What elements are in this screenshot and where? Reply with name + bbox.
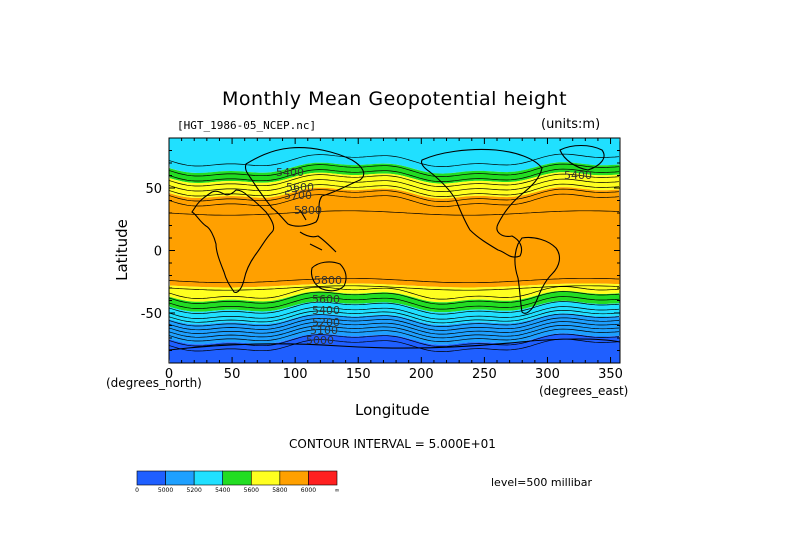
- colorbar-tick-label: 5200: [187, 487, 202, 494]
- contour-interval-label: CONTOUR INTERVAL = 5.000E+01: [289, 437, 496, 451]
- colorbar-swatch: [165, 470, 195, 486]
- contour-line: [169, 321, 620, 335]
- contour-line: [169, 163, 620, 177]
- contour-labels: 5400560057005800580056005400520051005000…: [276, 166, 592, 347]
- contour-label: 5700: [284, 189, 312, 202]
- field-band: [169, 290, 620, 313]
- colorbar-tick-label: 5000: [158, 487, 173, 494]
- contour-line: [169, 338, 620, 352]
- colorbar-tick-label: 5800: [272, 487, 287, 494]
- contour-line: [169, 168, 620, 182]
- x-tick-label: 50: [224, 367, 241, 382]
- contour-line: [169, 328, 620, 342]
- contour-line: [169, 173, 620, 187]
- y-units-label: (degrees_north): [106, 376, 202, 390]
- x-tick-label: 150: [346, 367, 371, 382]
- colorbar-swatch: [308, 470, 338, 486]
- x-tick-label: 300: [535, 367, 560, 382]
- file-label: [HGT_1986-05_NCEP.nc]: [177, 119, 317, 132]
- contour-label: 5200: [312, 316, 340, 329]
- coastlines: [169, 144, 620, 351]
- x-tick-label: 100: [283, 367, 308, 382]
- colorbar: 0 5000 5200 5400 5600 5800 6000 ∞: [135, 470, 340, 494]
- contour-line: [169, 183, 620, 197]
- contour-line: [169, 309, 620, 324]
- contour-label: 5800: [294, 204, 322, 217]
- x-units-label: (degrees_east): [539, 384, 629, 398]
- contour-label: 5100: [310, 324, 338, 337]
- coast-north-america: [420, 148, 543, 258]
- x-tick-label: 0: [165, 367, 173, 382]
- contour-line: [169, 285, 620, 291]
- colorbar-swatch: [193, 470, 224, 486]
- contour-line: [169, 153, 620, 167]
- colorbar-swatch: [279, 470, 309, 486]
- x-tick-label: 350: [598, 367, 623, 382]
- y-axis-label: Latitude: [113, 219, 131, 281]
- coast-asia: [244, 147, 365, 227]
- units-label: (units:m): [541, 117, 601, 132]
- contour-label: 5000: [306, 334, 334, 347]
- contour-line: [169, 306, 620, 320]
- contour-line: [169, 296, 620, 310]
- field-band: [169, 187, 620, 288]
- x-axis-label: Longitude: [355, 401, 430, 419]
- colorbar-tick-label: ∞: [335, 487, 340, 494]
- colorbar-swatch: [136, 470, 166, 486]
- coast-greenland: [559, 144, 605, 171]
- coast-antarctica: [169, 338, 620, 351]
- field-band: [169, 313, 620, 345]
- colorbar-swatch: [222, 470, 252, 486]
- contour-label: 5600: [286, 181, 314, 194]
- x-tick-label: 250: [472, 367, 497, 382]
- chart-title: Monthly Mean Geopotential height: [221, 88, 568, 110]
- contour-label: 5400: [564, 169, 592, 182]
- contour-line: [169, 317, 620, 331]
- y-tick-label: -50: [141, 307, 162, 322]
- contour-line: [169, 301, 620, 315]
- contour-line: [169, 313, 620, 327]
- y-tick-labels: 50 0 -50: [141, 182, 162, 322]
- contour-label: 5800: [314, 274, 342, 287]
- coast-australia: [310, 261, 347, 292]
- contour-line: [169, 193, 620, 207]
- field-bands: [169, 138, 620, 363]
- colorbar-tick-label: 5400: [215, 487, 230, 494]
- contour-line: [169, 324, 620, 339]
- coast-south-america: [514, 236, 561, 314]
- contour-line: [169, 277, 620, 284]
- colorbar-swatch: [250, 470, 281, 486]
- coast-maritime: [299, 209, 337, 253]
- contour-line: [169, 210, 620, 216]
- contour-label: 5400: [276, 166, 304, 179]
- y-tick-label: 0: [154, 245, 162, 260]
- colorbar-tick-label: 0: [135, 487, 139, 494]
- contour-lines: [169, 153, 620, 352]
- x-tick-label: 200: [409, 367, 434, 382]
- coast-africa-europe: [191, 189, 275, 293]
- contour-label: 5400: [312, 304, 340, 317]
- contour-label: 5600: [312, 293, 340, 306]
- field-band: [169, 172, 620, 199]
- level-label: level=500 millibar: [491, 476, 593, 489]
- contour-line: [169, 291, 620, 305]
- x-tick-labels: 0 50 100 150 200 250 300 350: [165, 367, 623, 382]
- y-tick-label: 50: [145, 182, 162, 197]
- axis-ticks: [168, 137, 620, 364]
- colorbar-tick-label: 5600: [244, 487, 259, 494]
- contour-line: [169, 178, 620, 192]
- colorbar-tick-label: 6000: [301, 487, 316, 494]
- contour-line: [169, 286, 620, 300]
- contour-line: [169, 188, 620, 202]
